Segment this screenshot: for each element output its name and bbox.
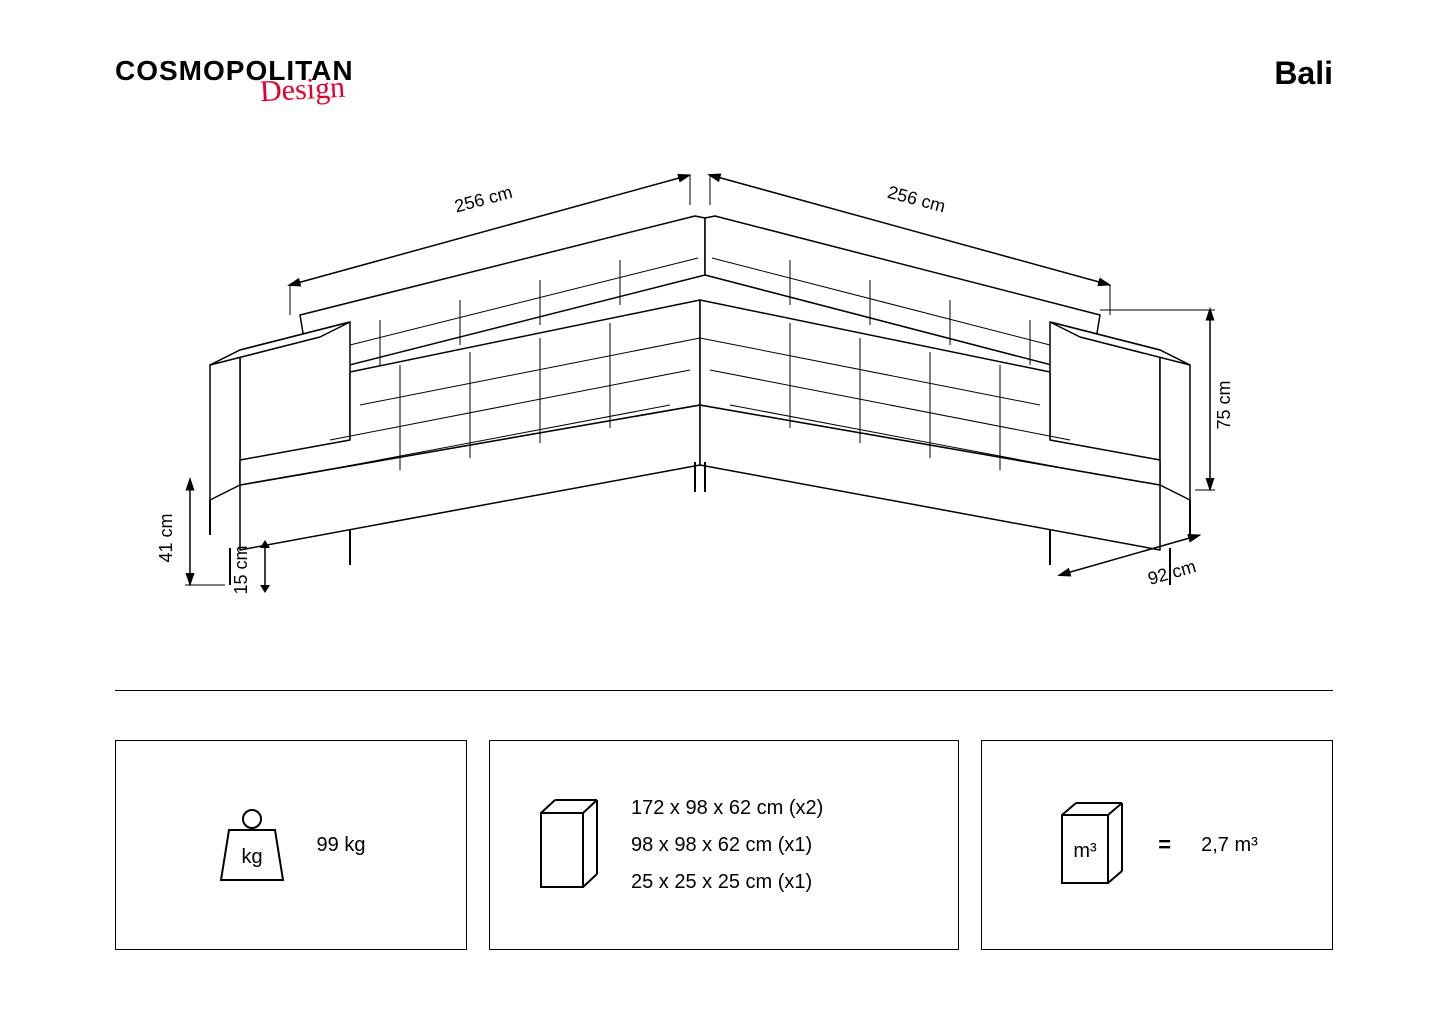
product-title: Bali bbox=[1274, 55, 1333, 92]
dim-leg-height-label: 15 cm bbox=[231, 545, 251, 594]
dim-height-label: 75 cm bbox=[1214, 380, 1234, 429]
package-line: 25 x 25 x 25 cm (x1) bbox=[631, 871, 823, 894]
volume-equals: = bbox=[1158, 832, 1171, 858]
dim-depth-label: 92 cm bbox=[1146, 556, 1199, 589]
package-line: 172 x 98 x 62 cm (x2) bbox=[631, 797, 823, 820]
volume-icon-label: m³ bbox=[1074, 840, 1098, 862]
brand-logo: COSMOPOLITAN Design bbox=[115, 55, 354, 87]
volume-icon: m³ bbox=[1056, 799, 1128, 891]
panel-weight: kg 99 kg bbox=[115, 740, 467, 950]
package-line: 98 x 98 x 62 cm (x1) bbox=[631, 834, 823, 857]
dim-length-left-label: 256 cm bbox=[452, 182, 514, 217]
sofa-diagram: 256 cm 256 cm bbox=[150, 140, 1250, 620]
brand-logo-script: Design bbox=[259, 71, 346, 109]
weight-icon: kg bbox=[217, 805, 287, 885]
volume-value: 2,7 m³ bbox=[1201, 834, 1258, 857]
spec-panels: kg 99 kg 172 x 98 x 62 cm (x2) 98 x 98 x… bbox=[115, 740, 1333, 950]
sofa-body bbox=[210, 216, 1190, 585]
box-icon bbox=[535, 795, 601, 895]
package-dimensions-list: 172 x 98 x 62 cm (x2) 98 x 98 x 62 cm (x… bbox=[631, 797, 823, 894]
weight-icon-label: kg bbox=[241, 846, 262, 868]
panel-packages: 172 x 98 x 62 cm (x2) 98 x 98 x 62 cm (x… bbox=[489, 740, 959, 950]
divider-line bbox=[115, 690, 1333, 691]
dim-seat-height-label: 41 cm bbox=[156, 513, 176, 562]
weight-value: 99 kg bbox=[317, 834, 366, 857]
dim-leg-height: 15 cm bbox=[231, 540, 270, 595]
dim-length-right-label: 256 cm bbox=[885, 182, 947, 217]
panel-volume: m³ = 2,7 m³ bbox=[981, 740, 1333, 950]
